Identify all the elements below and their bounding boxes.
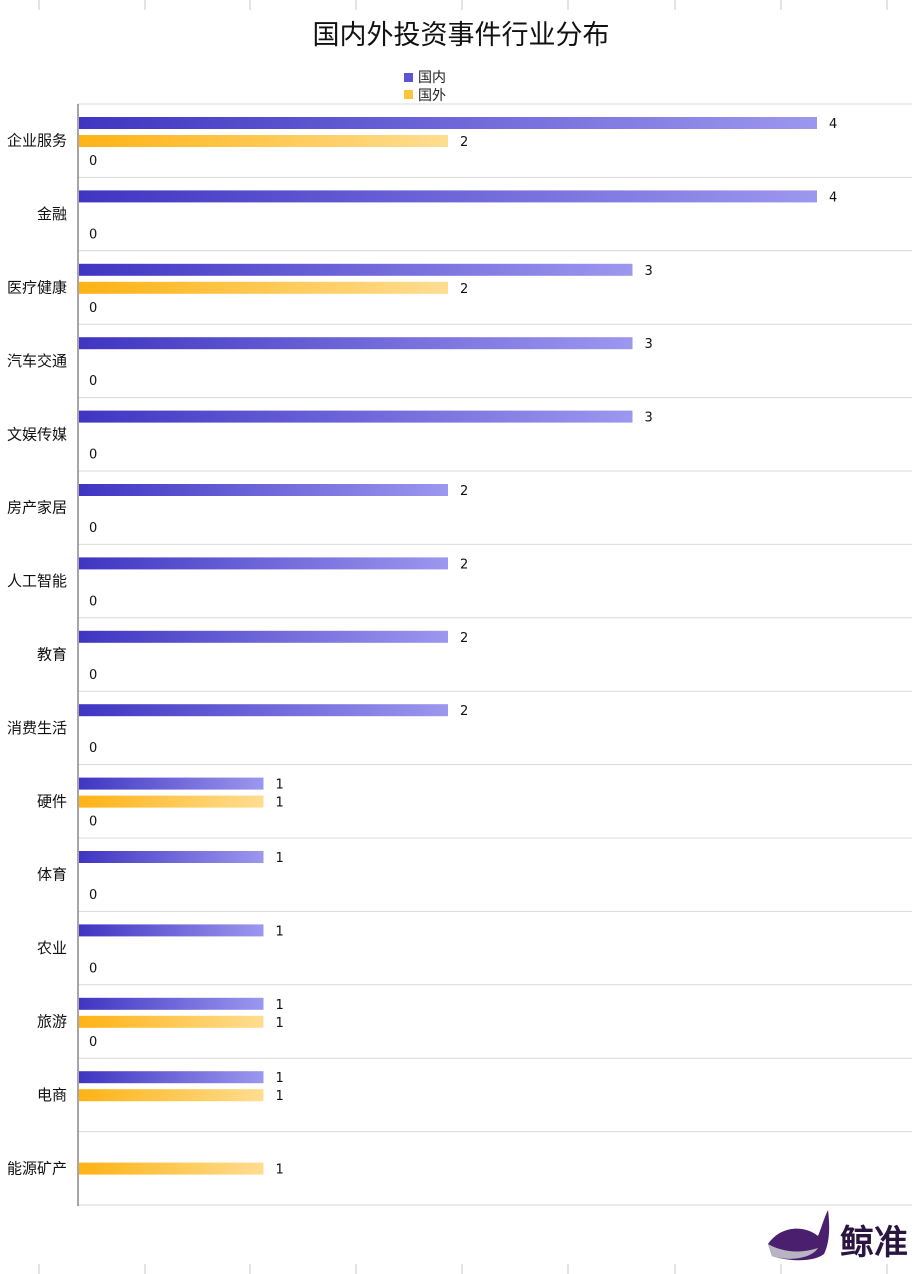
category-label: 金融 <box>37 205 67 223</box>
bar-domestic <box>79 410 633 423</box>
data-label: 4 <box>829 190 837 205</box>
category-label: 房产家居 <box>7 499 67 517</box>
legend-swatch-domestic <box>404 73 413 82</box>
category-label: 文娱传媒 <box>7 425 67 443</box>
bar-foreign <box>79 795 264 808</box>
bar-foreign <box>79 1089 264 1102</box>
bar-domestic <box>79 1071 264 1084</box>
data-label: 0 <box>89 1035 97 1050</box>
data-label: 2 <box>460 557 468 572</box>
bar-domestic <box>79 630 448 643</box>
data-label: 0 <box>89 521 97 536</box>
legend-swatch-foreign <box>404 90 413 99</box>
bar-domestic <box>79 117 817 129</box>
bar-foreign <box>79 1162 264 1175</box>
bar-domestic <box>79 997 264 1010</box>
data-label: 1 <box>276 1163 284 1178</box>
data-label: 0 <box>89 668 97 683</box>
data-label: 0 <box>89 888 97 903</box>
data-label: 1 <box>276 796 284 811</box>
data-label: 1 <box>276 998 284 1013</box>
bar-domestic <box>79 851 264 863</box>
legend-label-domestic: 国内 <box>418 70 446 86</box>
category-label: 电商 <box>37 1086 67 1104</box>
data-label: 0 <box>89 448 97 463</box>
legend: 国内 国外 <box>404 70 446 104</box>
category-label: 人工智能 <box>7 572 67 590</box>
data-label: 0 <box>89 301 97 316</box>
data-label: 2 <box>460 704 468 719</box>
data-label: 3 <box>645 337 653 352</box>
data-label: 0 <box>89 374 97 389</box>
bar-foreign <box>79 1015 264 1028</box>
category-label: 农业 <box>37 939 67 957</box>
category-label: 消费生活 <box>7 719 67 737</box>
data-label: 0 <box>89 815 97 830</box>
bar-domestic <box>79 704 448 717</box>
data-label: 3 <box>645 411 653 426</box>
data-label: 1 <box>276 924 284 939</box>
bar-foreign <box>79 281 448 294</box>
bottom-tick-marks <box>38 1264 888 1274</box>
value-labels: 4 2 0 4 0 3 2 0 3 0 3 0 2 0 2 0 2 0 2 0 1 1 0 1 0 1 0 1 1 0 1 1 1 <box>89 117 837 1178</box>
category-label: 企业服务 <box>7 132 67 150</box>
data-label: 2 <box>460 484 468 499</box>
data-label: 1 <box>276 851 284 866</box>
bars <box>79 117 817 1175</box>
category-label: 体育 <box>37 866 67 884</box>
data-label: 3 <box>645 264 653 279</box>
legend-label-foreign: 国外 <box>418 88 446 104</box>
data-label: 0 <box>89 741 97 756</box>
whale-icon <box>768 1210 830 1261</box>
data-label: 1 <box>276 1016 284 1031</box>
data-label: 0 <box>89 227 97 242</box>
data-label: 0 <box>89 594 97 609</box>
bar-domestic <box>79 337 633 350</box>
data-label: 0 <box>89 961 97 976</box>
top-tick-marks <box>38 0 888 10</box>
data-label: 2 <box>460 631 468 646</box>
data-label: 1 <box>276 778 284 793</box>
category-label: 汽车交通 <box>7 352 67 370</box>
data-label: 0 <box>89 154 97 169</box>
bar-domestic <box>79 924 264 937</box>
logo-text: 鲸准 <box>840 1223 908 1263</box>
data-label: 4 <box>829 117 837 132</box>
bar-domestic <box>79 190 817 203</box>
bar-domestic <box>79 263 633 276</box>
data-label: 1 <box>276 1089 284 1104</box>
bar-domestic <box>79 777 264 790</box>
logo: 鲸准 <box>768 1210 908 1263</box>
grid-lines <box>78 103 912 1206</box>
chart-title: 国内外投资事件行业分布 <box>313 20 610 51</box>
data-label: 2 <box>460 282 468 297</box>
bar-foreign <box>79 135 448 147</box>
category-label: 医疗健康 <box>7 279 67 297</box>
category-label: 旅游 <box>37 1013 67 1031</box>
bar-domestic <box>79 484 448 496</box>
data-label: 1 <box>276 1071 284 1086</box>
data-label: 2 <box>460 135 468 150</box>
category-label: 教育 <box>37 646 67 664</box>
category-label: 能源矿产 <box>7 1159 67 1177</box>
bar-domestic <box>79 557 448 570</box>
category-label: 硬件 <box>37 792 67 810</box>
category-labels: 企业服务金融医疗健康汽车交通文娱传媒房产家居人工智能教育消费生活硬件体育农业旅游… <box>7 132 67 1178</box>
